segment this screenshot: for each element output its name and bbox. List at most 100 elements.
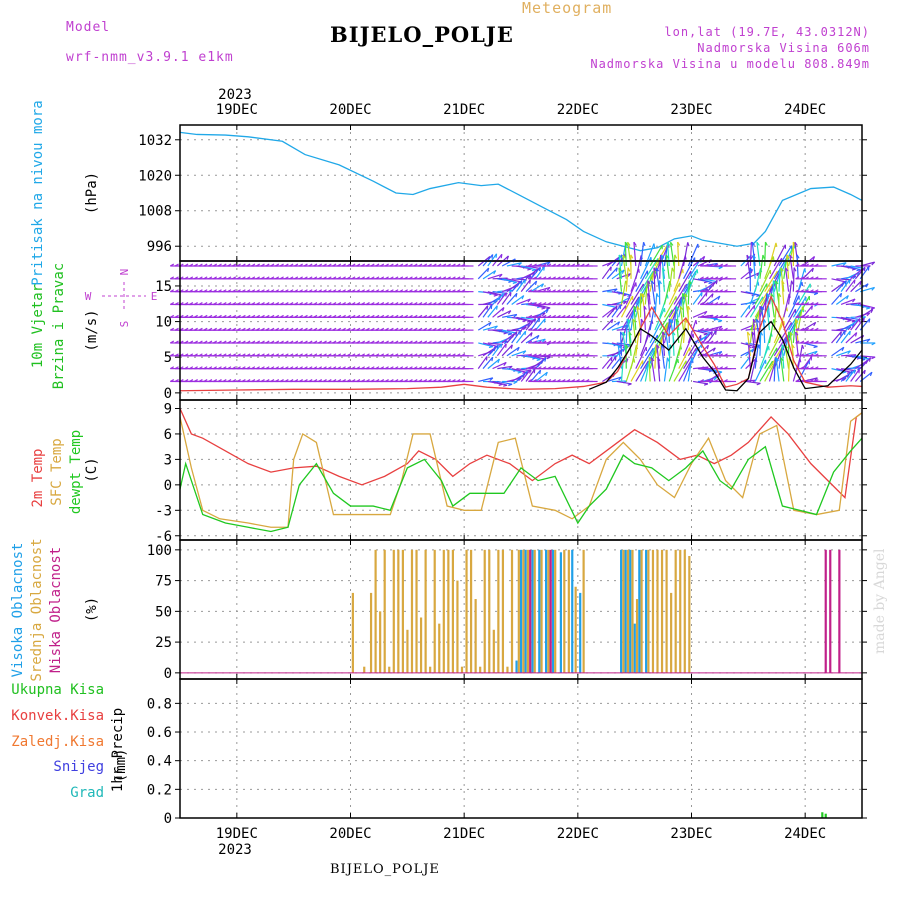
bar bbox=[419, 617, 423, 673]
series-line-3 bbox=[179, 437, 863, 533]
wind-arrow-head bbox=[384, 302, 389, 306]
wind-arrow bbox=[635, 255, 642, 279]
wind-arrow-head bbox=[532, 276, 537, 280]
wind-arrow-head bbox=[427, 289, 432, 293]
wind-arrow-head bbox=[622, 331, 626, 336]
wind-arrow-head bbox=[289, 353, 294, 357]
wind-arrow-head bbox=[270, 353, 275, 357]
wind-arrow-head bbox=[865, 307, 871, 310]
wind-arrow bbox=[673, 269, 684, 292]
wind-arrow bbox=[835, 280, 847, 293]
bar bbox=[479, 666, 482, 673]
bar bbox=[497, 549, 500, 673]
wind-arrow-head bbox=[403, 340, 408, 344]
model-label: Model bbox=[66, 20, 111, 35]
wind-arrow bbox=[478, 342, 493, 348]
wind-arrow-head bbox=[322, 314, 327, 318]
wind-arrow-head bbox=[580, 302, 585, 306]
wind-arrow-head bbox=[684, 318, 688, 323]
wind-arrow-head bbox=[804, 268, 807, 273]
wind-arrow-head bbox=[375, 353, 380, 357]
wind-arrow-head bbox=[703, 311, 708, 315]
bar bbox=[645, 549, 648, 673]
wind-arrow bbox=[764, 347, 778, 369]
wind-arrow-head bbox=[408, 263, 413, 267]
wind-arrow bbox=[606, 267, 618, 280]
bar bbox=[517, 549, 520, 673]
bar bbox=[551, 549, 555, 673]
wind-arrow-head bbox=[537, 353, 542, 357]
wind-arrow-head bbox=[763, 318, 767, 323]
bar bbox=[688, 555, 691, 673]
wind-arrow-head bbox=[317, 327, 323, 331]
wind-arrow-head bbox=[217, 340, 222, 344]
wind-arrow-head bbox=[856, 271, 860, 276]
wind-arrow-head bbox=[627, 273, 632, 277]
wind-arrow-head bbox=[255, 314, 261, 318]
wind-arrow-head bbox=[666, 241, 671, 246]
wind-arrow-head bbox=[236, 276, 241, 280]
wind-arrow-head bbox=[289, 276, 294, 280]
wind-arrow bbox=[697, 278, 713, 284]
wind-arrow-head bbox=[687, 305, 691, 310]
wind-arrow-head bbox=[575, 379, 580, 382]
model-name: wrf-nmm_v3.9.1 e1km bbox=[66, 50, 234, 65]
wind-arrow-head bbox=[751, 331, 755, 336]
wind-arrow-head bbox=[571, 289, 576, 293]
wind-arrow-head bbox=[303, 314, 308, 318]
wind-arrow-head bbox=[193, 263, 198, 267]
wind-arrow bbox=[754, 268, 762, 292]
wind-arrow-head bbox=[360, 327, 366, 331]
bar bbox=[540, 549, 543, 673]
wind-arrow bbox=[797, 344, 803, 369]
bar bbox=[533, 549, 536, 673]
bar bbox=[510, 549, 514, 673]
wind-arrow-head bbox=[643, 305, 647, 310]
wind-arrow-head bbox=[813, 345, 818, 349]
wind-arrow bbox=[840, 370, 853, 382]
wind-arrow-head bbox=[752, 318, 757, 323]
wind-arrow-head bbox=[279, 289, 284, 293]
wind-arrow-head bbox=[762, 254, 765, 259]
wind-arrow-head bbox=[265, 276, 270, 280]
wind-arrow-head bbox=[545, 371, 548, 377]
bar bbox=[447, 549, 450, 673]
wind-arrow-head bbox=[375, 340, 380, 344]
wind-arrow-head bbox=[356, 302, 361, 306]
wind-arrow bbox=[506, 282, 520, 293]
y-units-label: (m/s) bbox=[84, 309, 100, 351]
wind-arrow-head bbox=[394, 289, 399, 293]
wind-arrow bbox=[482, 291, 498, 296]
wind-arrow-head bbox=[551, 366, 556, 370]
wind-arrow bbox=[644, 258, 659, 280]
wind-arrow-head bbox=[791, 344, 795, 349]
wind-arrow-head bbox=[682, 269, 684, 274]
wind-arrow-head bbox=[384, 314, 389, 318]
wind-arrow-head bbox=[169, 379, 175, 382]
wind-arrow-head bbox=[260, 289, 265, 293]
wind-arrow-head bbox=[322, 366, 327, 370]
bar bbox=[574, 586, 577, 673]
wind-arrow-head bbox=[571, 276, 576, 280]
wind-arrow-head bbox=[709, 314, 714, 318]
wind-arrow-head bbox=[868, 357, 872, 362]
wind-arrow-head bbox=[413, 263, 418, 267]
model-altitude-label: Nadmorska Visina u modelu 808.849m bbox=[590, 57, 870, 71]
wind-arrow-head bbox=[804, 289, 810, 293]
wind-arrow-head bbox=[303, 302, 308, 306]
wind-arrow-head bbox=[203, 327, 208, 331]
wind-arrow-head bbox=[714, 353, 719, 357]
wind-arrow-head bbox=[317, 302, 323, 306]
wind-arrow-head bbox=[394, 366, 399, 370]
bar bbox=[374, 549, 377, 673]
wind-arrow-head bbox=[394, 276, 399, 280]
wind-arrow-head bbox=[848, 279, 851, 284]
wind-arrow-head bbox=[246, 263, 251, 267]
wind-arrow bbox=[702, 347, 716, 357]
wind-arrow-head bbox=[498, 273, 503, 278]
wind-arrow-head bbox=[403, 379, 408, 382]
wind-arrow-head bbox=[859, 280, 862, 286]
wind-arrow bbox=[797, 283, 811, 305]
wind-arrow bbox=[625, 296, 640, 318]
wind-arrow bbox=[797, 306, 804, 331]
